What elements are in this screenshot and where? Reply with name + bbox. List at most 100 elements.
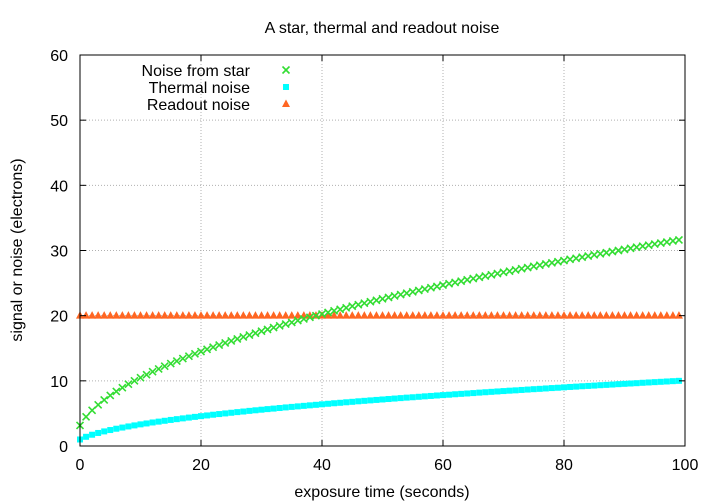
data-point: [650, 311, 659, 319]
data-point: [101, 428, 108, 435]
data-point: [505, 311, 514, 319]
data-point: [355, 398, 362, 405]
data-point: [535, 311, 544, 319]
data-point: [136, 373, 145, 382]
data-point: [518, 386, 525, 393]
data-point: [493, 269, 502, 278]
data-point: [536, 385, 543, 392]
data-point: [651, 379, 658, 386]
data-point: [360, 299, 369, 308]
data-point: [227, 311, 236, 319]
data-point: [149, 419, 156, 426]
data-point: [523, 263, 532, 272]
data-point: [124, 380, 133, 389]
data-point: [578, 311, 587, 319]
data-point: [155, 418, 162, 425]
data-point: [106, 311, 115, 319]
data-point: [118, 383, 127, 392]
data-point: [246, 407, 253, 414]
data-point: [523, 311, 532, 319]
data-point: [222, 410, 229, 417]
data-point: [547, 311, 556, 319]
y-tick-label: 30: [50, 244, 68, 261]
data-point: [396, 290, 405, 299]
data-point: [402, 289, 411, 298]
data-point: [234, 409, 241, 416]
data-point: [444, 279, 454, 288]
data-point: [342, 311, 351, 319]
data-point: [233, 311, 242, 319]
data-point: [602, 311, 611, 319]
data-point: [608, 247, 617, 256]
data-point: [83, 433, 90, 440]
data-point: [336, 311, 345, 319]
data-point: [215, 311, 224, 319]
legend-item: Thermal noise: [149, 80, 289, 97]
data-point: [325, 400, 332, 407]
data-point: [644, 241, 653, 250]
data-point: [603, 381, 610, 388]
data-point: [596, 311, 605, 319]
data-point: [167, 416, 174, 423]
data-point: [190, 349, 200, 358]
data-point: [113, 425, 120, 432]
data-point: [184, 352, 193, 361]
data-point: [517, 264, 526, 273]
data-point: [390, 311, 399, 319]
data-point: [499, 268, 508, 277]
data-point: [305, 311, 314, 319]
legend-label: Readout noise: [147, 97, 250, 114]
data-point: [81, 412, 91, 421]
data-point: [482, 389, 489, 396]
data-point: [204, 412, 211, 419]
data-point: [446, 391, 453, 398]
data-point: [160, 362, 169, 371]
data-point: [559, 256, 569, 265]
data-point: [656, 311, 665, 319]
data-point: [354, 300, 363, 309]
data-point: [312, 401, 319, 408]
data-point: [221, 311, 230, 319]
data-point: [172, 356, 181, 366]
legend-item: Noise from star: [142, 63, 291, 80]
data-point: [275, 321, 284, 330]
legend-marker: [282, 99, 290, 107]
data-point: [257, 311, 266, 319]
data-point: [469, 274, 478, 283]
data-point: [240, 408, 247, 415]
data-point: [669, 378, 676, 385]
data-point: [511, 265, 520, 274]
data-point: [227, 336, 236, 346]
data-point: [420, 285, 429, 294]
data-point: [317, 309, 327, 319]
data-point: [529, 311, 538, 319]
data-point: [161, 417, 168, 424]
data-point: [596, 249, 605, 258]
data-point: [457, 277, 466, 286]
data-point: [511, 311, 520, 319]
y-tick-label: 60: [50, 48, 68, 65]
data-point: [305, 313, 314, 322]
data-point: [221, 338, 230, 348]
data-point: [657, 378, 664, 385]
data-point: [245, 311, 254, 319]
data-point: [209, 343, 218, 352]
data-point: [281, 311, 290, 319]
data-point: [160, 311, 169, 319]
data-point: [264, 406, 271, 413]
chart-title: A star, thermal and readout noise: [265, 20, 500, 37]
data-point: [331, 400, 338, 407]
data-point: [366, 297, 375, 306]
data-point: [361, 397, 368, 404]
data-point: [650, 240, 659, 249]
data-point: [500, 388, 507, 395]
data-point: [432, 282, 442, 291]
data-point: [270, 405, 277, 412]
data-point: [609, 381, 616, 388]
data-point: [529, 262, 538, 271]
data-point: [202, 345, 212, 354]
data-point: [427, 392, 434, 399]
data-point: [505, 267, 514, 276]
data-point: [572, 254, 581, 263]
data-point: [348, 302, 357, 311]
